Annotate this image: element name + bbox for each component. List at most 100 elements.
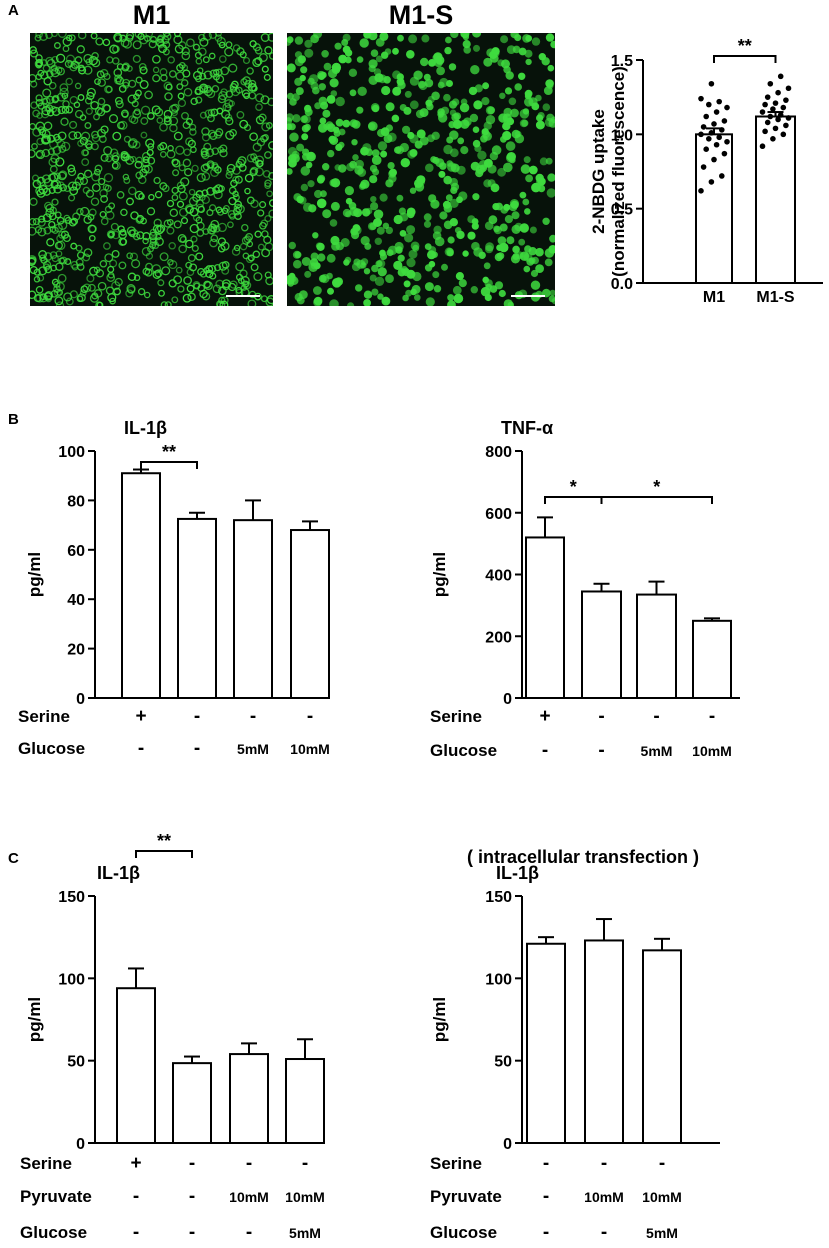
cell-mark [323,62,332,71]
panel-label-a: A [8,2,19,19]
cell-mark [351,120,361,129]
row-label: Serine [18,707,70,726]
cell-mark [263,73,271,81]
cell-mark [260,33,270,42]
cell-mark [166,199,175,208]
cell-mark [49,225,57,233]
x-tick-label: M1-S [756,289,795,306]
cell-mark [352,154,359,161]
cell-mark [190,235,198,243]
cell-mark [304,108,313,117]
cell-mark [239,269,248,278]
row-value: - [543,1153,549,1174]
cell-mark [167,56,175,64]
cell-mark [49,206,57,215]
cell-mark [236,158,246,168]
cell-mark [508,97,517,106]
cell-mark [406,225,416,235]
cell-mark [531,102,540,111]
cell-mark [195,252,204,261]
cell-mark [291,150,300,159]
cell-mark [151,241,160,250]
cell-mark [391,114,400,123]
row-value: - [542,740,548,761]
cell-mark [378,74,387,84]
cell-mark [500,35,509,44]
cell-mark [219,300,229,306]
cell-mark [175,145,185,155]
cell-mark [137,33,145,41]
data-point [713,109,720,115]
cell-mark [135,156,143,164]
cell-mark [204,109,214,119]
cell-mark [244,173,254,183]
cell-mark [181,51,191,61]
cell-mark [363,267,371,275]
cell-mark [456,230,465,240]
cell-mark [234,175,243,184]
cell-mark [412,271,422,282]
cell-mark [255,115,265,125]
cell-mark [264,179,272,188]
cell-mark [149,228,157,237]
cell-mark [317,72,326,80]
cell-mark [506,236,515,245]
cell-mark [436,66,446,76]
cell-mark [114,277,123,287]
cell-mark [370,202,379,211]
cell-mark [99,188,108,198]
cell-mark [185,239,194,249]
cell-mark [172,169,180,177]
y-tick-label: 0 [76,1136,85,1153]
cell-mark [447,236,455,244]
cell-mark [151,264,162,274]
y-tick-label: 20 [67,642,85,659]
cell-mark [301,133,309,141]
cell-mark [37,102,45,110]
y-axis-label: pg/ml [430,552,449,597]
cell-mark [159,142,168,151]
cell-mark [252,43,261,52]
cell-mark [469,113,479,123]
cell-mark [423,73,431,81]
cell-mark [297,55,306,64]
cell-mark [54,135,62,144]
cell-mark [404,233,414,243]
cell-mark [463,46,472,54]
cell-mark [35,33,43,39]
cell-mark [262,134,269,141]
cell-mark [523,265,531,273]
cell-mark [514,133,525,144]
cell-mark [397,34,404,42]
chart-nbdg: 0.0 0.5 1.0 1.52-NBDG uptake(normalized flu… [589,36,823,306]
bar [636,593,677,699]
cell-mark [310,34,320,44]
cell-mark [108,230,116,238]
cell-mark [411,284,421,294]
cell-mark [301,153,310,161]
row-label: Glucose [430,1223,497,1242]
y-tick-label: 60 [67,543,85,560]
cell-mark [161,266,171,276]
row-value: - [250,706,256,727]
cell-mark [545,33,555,42]
cell-mark [182,69,191,78]
cell-mark [35,61,43,69]
cell-mark [216,208,225,216]
cell-mark [200,147,209,156]
data-point [772,125,779,132]
cell-mark [525,58,532,66]
cell-mark [395,246,403,254]
cell-mark [443,93,451,102]
cell-mark [425,297,435,306]
bar [755,115,796,284]
cell-mark [424,243,432,251]
cell-mark [161,36,170,45]
cell-mark [140,117,149,125]
cell-mark [133,93,140,100]
cell-mark [519,191,527,199]
cell-mark [35,150,44,159]
cell-mark [83,53,93,63]
cell-mark [517,72,526,80]
cell-mark [213,189,223,200]
